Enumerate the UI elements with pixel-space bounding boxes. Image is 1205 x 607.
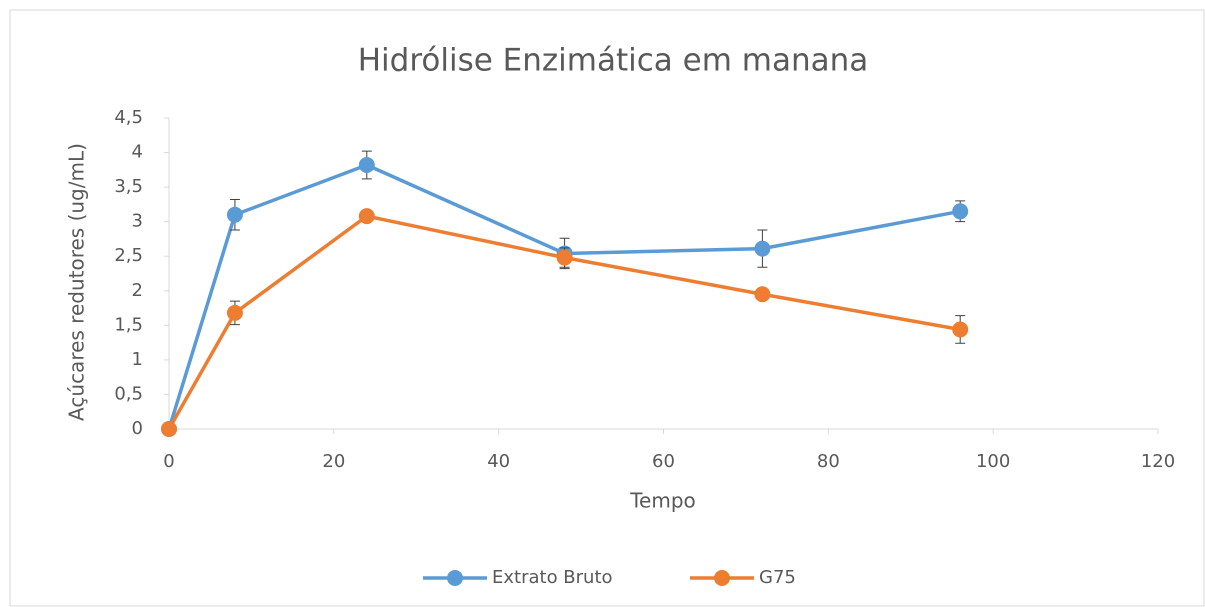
data-point [161, 421, 177, 437]
series-line [167, 163, 961, 430]
data-point [226, 304, 243, 321]
data-point [556, 249, 573, 266]
x-tick-label: 20 [322, 451, 345, 472]
y-tick-label: 4,5 [114, 107, 143, 128]
chart-frame [9, 9, 1205, 607]
data-point [952, 203, 969, 220]
x-tick-label: 120 [1141, 451, 1175, 472]
x-tick-label: 100 [976, 451, 1010, 472]
series-line [167, 214, 961, 430]
x-tick-label: 0 [163, 451, 174, 472]
y-axis-label: Açúcares redutores (ug/mL) [65, 143, 89, 421]
y-tick-label: 2,5 [114, 245, 143, 266]
legend-marker [447, 570, 463, 586]
y-tick-label: 3 [132, 211, 143, 232]
x-tick-label: 60 [652, 451, 675, 472]
legend-marker [714, 570, 730, 586]
data-point [952, 321, 969, 338]
x-tick-label: 40 [487, 451, 510, 472]
data-point [358, 156, 375, 173]
y-tick-label: 1 [132, 349, 143, 370]
y-tick-label: 1,5 [114, 314, 143, 335]
y-tick-label: 2 [132, 280, 143, 301]
y-tick-label: 3,5 [114, 176, 143, 197]
y-tick-label: 4 [132, 142, 143, 163]
chart-title: Hidrólise Enzimática em manana [358, 43, 869, 79]
data-point [358, 208, 375, 225]
data-point [754, 240, 771, 257]
x-axis-label: Tempo [629, 489, 696, 513]
data-point [226, 206, 243, 223]
legend-label: G75 [759, 567, 796, 588]
x-tick-label: 80 [817, 451, 840, 472]
y-tick-label: 0 [132, 418, 143, 439]
legend-label: Extrato Bruto [492, 567, 613, 588]
data-point [754, 286, 771, 303]
y-tick-label: 0,5 [114, 383, 143, 404]
